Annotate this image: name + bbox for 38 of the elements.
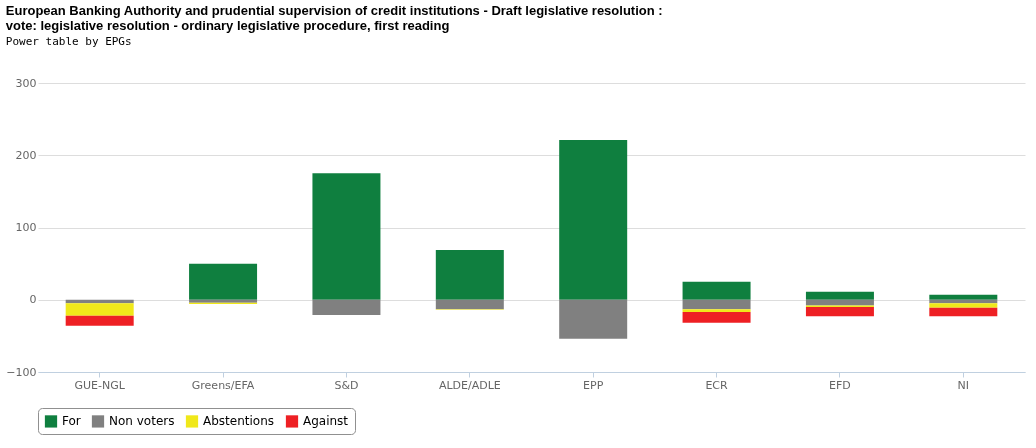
bar: [312, 173, 381, 300]
bar: [682, 309, 751, 313]
bar: [929, 294, 998, 300]
bar: [682, 281, 751, 300]
bar: [682, 312, 751, 323]
x-tick-label: EFD: [829, 378, 851, 392]
bar: [805, 291, 874, 300]
x-tick-label: S&D: [334, 378, 359, 392]
x-tick-label: ECR: [705, 378, 729, 392]
legend-label: Abstentions: [203, 414, 275, 429]
y-tick-label: 200: [15, 148, 37, 162]
bar: [65, 315, 134, 326]
bar: [435, 249, 504, 300]
bar: [929, 303, 998, 308]
bar: [435, 299, 504, 310]
bar: [65, 303, 134, 316]
x-tick-label: EPP: [583, 378, 604, 392]
bar: [559, 299, 628, 339]
y-tick-label: 300: [15, 76, 37, 90]
x-tick-label: NI: [957, 378, 970, 392]
chart-subtitle: Power table by EPGs: [5, 35, 132, 48]
x-tick-label: Greens/EFA: [191, 378, 255, 392]
y-tick-label: 0: [29, 293, 37, 307]
bar: [682, 299, 751, 310]
bar: [312, 299, 381, 315]
chart-title: European Banking Authority and prudential supervision of credit institutions - Draft legislative resolution : vote: legislative resolution - ordinary legislative procedure, first reading: [5, 3, 663, 33]
bar: [559, 140, 628, 300]
x-tick-label: GUE-NGL: [74, 378, 126, 392]
bar: [189, 263, 258, 300]
y-tick-label: 100: [15, 221, 37, 234]
y-tick-label: −100: [6, 365, 37, 379]
x-tick-label: ALDE/ADLE: [438, 378, 501, 392]
bar: [929, 307, 998, 317]
bar: [805, 299, 874, 306]
legend-label: For: [62, 414, 81, 429]
bar: [805, 306, 874, 317]
legend-label: Against: [303, 414, 349, 429]
legend-label: Non voters: [109, 414, 175, 429]
